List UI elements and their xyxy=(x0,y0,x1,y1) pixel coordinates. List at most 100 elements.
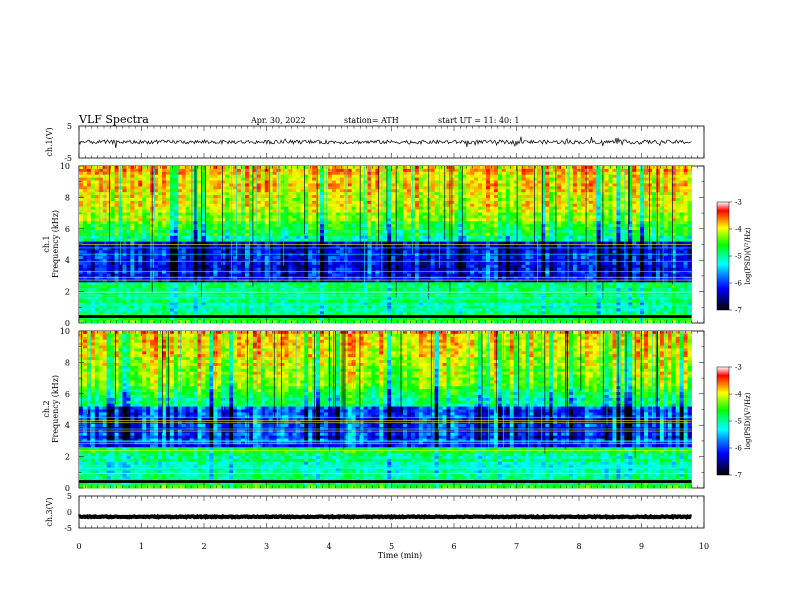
spectrogram-cell xyxy=(589,227,593,230)
spectrogram-cell xyxy=(284,181,288,184)
spectrogram-cell xyxy=(664,215,668,218)
spectrogram-cell xyxy=(498,178,502,181)
spectrogram-cell xyxy=(565,181,569,184)
spectrogram-cell xyxy=(91,198,95,201)
spectrogram-cell xyxy=(522,195,526,198)
spectrogram-cell xyxy=(680,221,684,224)
spectrogram-cell xyxy=(265,175,269,178)
spectrogram-cell xyxy=(597,198,601,201)
spectrogram-cell xyxy=(636,192,640,195)
spectrogram-cell xyxy=(146,224,150,227)
spectrogram-cell xyxy=(245,201,249,204)
spectrogram-cell xyxy=(387,198,391,201)
spectrogram-cell xyxy=(533,213,537,216)
spectrogram-cell xyxy=(209,233,213,236)
spectrogram-cell xyxy=(557,204,561,207)
spectrogram-cell xyxy=(664,183,668,186)
spectrogram-cell xyxy=(138,166,142,169)
spectrogram-cell xyxy=(375,236,379,239)
spectrogram-cell xyxy=(312,224,316,227)
spectrogram-cell xyxy=(541,204,545,207)
spectrogram-cell xyxy=(170,169,174,172)
spectrogram-cell xyxy=(431,198,435,201)
spectrogram-cell xyxy=(225,218,229,221)
spectrogram-cell xyxy=(356,250,360,253)
spectrogram-cell xyxy=(506,198,510,201)
spectrogram-cell xyxy=(213,178,217,181)
spectrogram-cell xyxy=(407,224,411,227)
spectrogram-cell xyxy=(138,189,142,192)
spectrogram-cell xyxy=(648,224,652,227)
spectrogram-cell xyxy=(245,195,249,198)
spectrogram-cell xyxy=(352,172,356,175)
spectrogram-cell xyxy=(676,181,680,184)
spectrogram-cell xyxy=(415,183,419,186)
spectrogram-cell xyxy=(529,201,533,204)
spectrogram-cell xyxy=(122,230,126,233)
spectrogram-cell xyxy=(684,250,688,253)
spectrogram-cell xyxy=(257,221,261,224)
spectrogram-cell xyxy=(510,204,514,207)
spectrogram-cell xyxy=(470,224,474,227)
spectrogram-cell xyxy=(573,181,577,184)
spectrogram-cell xyxy=(684,175,688,178)
spectrogram-cell xyxy=(107,224,111,227)
spectrogram-cell xyxy=(107,198,111,201)
spectrogram-cell xyxy=(162,198,166,201)
spectrogram-cell xyxy=(91,213,95,216)
spectrogram-cell xyxy=(134,178,138,181)
spectrogram-cell xyxy=(605,218,609,221)
spectrogram-cell xyxy=(186,230,190,233)
spectrogram-cell xyxy=(375,218,379,221)
spectrogram-cell xyxy=(158,183,162,186)
spectrogram-cell xyxy=(494,186,498,189)
spectrogram-cell xyxy=(332,233,336,236)
spectrogram-cell xyxy=(411,250,415,253)
spectrogram-cell xyxy=(257,227,261,230)
spectrogram-cell xyxy=(474,230,478,233)
spectrogram-cell xyxy=(609,233,613,236)
spectrogram-cell xyxy=(170,218,174,221)
spectrogram-cell xyxy=(122,256,126,259)
spectrogram-cell xyxy=(435,239,439,242)
spectrogram-cell xyxy=(213,169,217,172)
spectrogram-cell xyxy=(644,198,648,201)
spectrogram-cell xyxy=(589,213,593,216)
spectrogram-cell xyxy=(537,207,541,210)
spectrogram-cell xyxy=(415,169,419,172)
spectrogram-cell xyxy=(300,178,304,181)
spectrogram-cell xyxy=(680,186,684,189)
spectrogram-cell xyxy=(375,172,379,175)
spectrogram-cell xyxy=(498,186,502,189)
spectrogram-cell xyxy=(510,181,514,184)
spectrogram-cell xyxy=(668,195,672,198)
spectrogram-cell xyxy=(561,250,565,253)
spectrogram-cell xyxy=(423,198,427,201)
spectrogram-cell xyxy=(336,213,340,216)
spectrogram-cell xyxy=(620,256,624,259)
spectrogram-cell xyxy=(612,172,616,175)
spectrogram-cell xyxy=(213,181,217,184)
spectrogram-cell xyxy=(340,213,344,216)
spectrogram-cell xyxy=(470,169,474,172)
spectrogram-cell xyxy=(257,239,261,242)
spectrogram-cell xyxy=(257,210,261,213)
spectrogram-cell xyxy=(450,250,454,253)
spectrogram-cell xyxy=(423,213,427,216)
spectrogram-cell xyxy=(450,195,454,198)
spectrogram-cell xyxy=(273,192,277,195)
spectrogram-cell xyxy=(478,186,482,189)
spectrogram-cell xyxy=(261,227,265,230)
spectrogram-cell xyxy=(265,198,269,201)
spectrogram-cell xyxy=(273,215,277,218)
spectrogram-cell xyxy=(284,215,288,218)
spectrogram-cell xyxy=(494,169,498,172)
spectrogram-cell xyxy=(340,207,344,210)
spectrogram-cell xyxy=(205,250,209,253)
spectrogram-cell xyxy=(494,213,498,216)
spectrogram-cell xyxy=(498,221,502,224)
spectrogram-cell xyxy=(612,189,616,192)
spectrogram-cell xyxy=(213,195,217,198)
spectrogram-cell xyxy=(221,189,225,192)
spectrogram-cell xyxy=(257,256,261,259)
